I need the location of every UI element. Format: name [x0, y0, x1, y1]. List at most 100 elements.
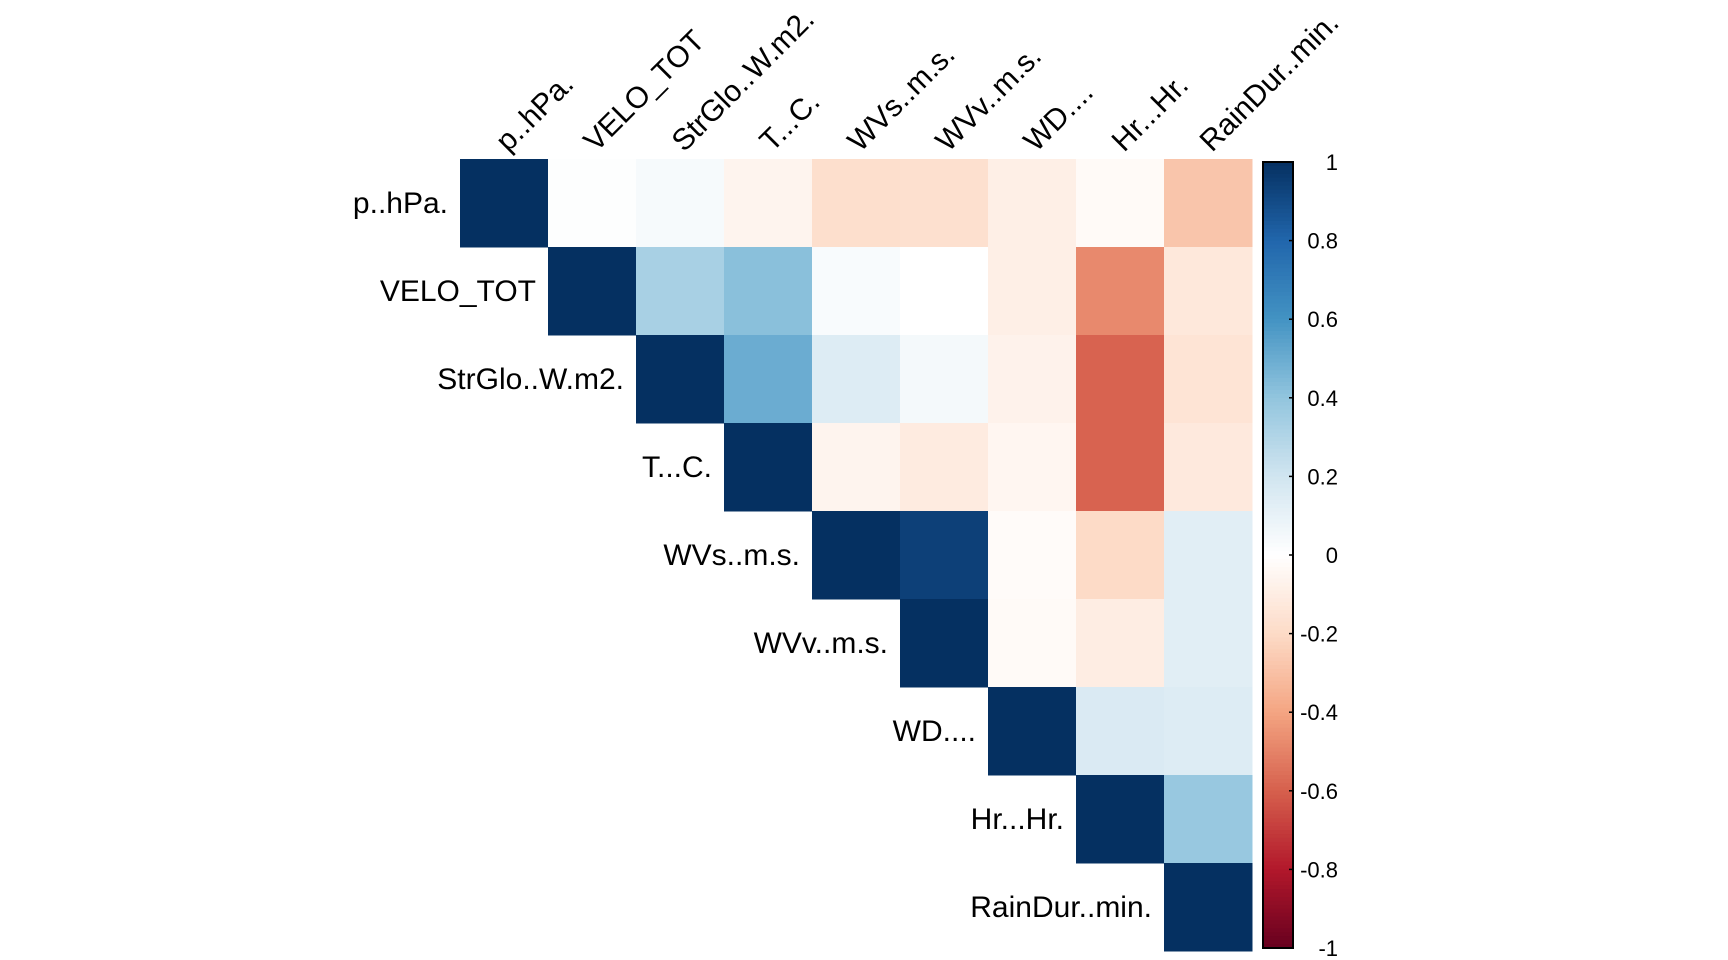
colorbar-band — [1263, 877, 1293, 882]
colorbar-band — [1263, 547, 1293, 552]
colorbar-band — [1263, 786, 1293, 792]
heatmap-cell-2-3 — [724, 335, 813, 424]
colorbar-band — [1263, 590, 1293, 595]
colorbar-band — [1263, 452, 1293, 458]
colorbar-band — [1263, 594, 1293, 599]
colorbar-band — [1263, 291, 1293, 297]
colorbar-band — [1263, 323, 1293, 328]
heatmap-cell-3-8 — [1164, 423, 1253, 512]
heatmap-cell-2-4 — [812, 335, 901, 424]
colorbar-band — [1263, 692, 1293, 698]
colorbar-band — [1263, 716, 1293, 721]
heatmap-cell-4-4 — [812, 511, 901, 600]
row-labels: p..hPa. VELO_TOT StrGlo..W.m2. T...C. WVs..m… — [353, 187, 1152, 924]
colorbar-band — [1263, 476, 1293, 481]
colorbar-band — [1263, 743, 1293, 749]
colorbar-band — [1263, 169, 1293, 175]
colorbar-band — [1263, 826, 1293, 831]
colorbar-band — [1263, 444, 1293, 450]
colorbar-tick-label: -0.2 — [1300, 622, 1338, 647]
colorbar-band — [1263, 672, 1293, 678]
heatmap-cell-3-7 — [1076, 423, 1165, 512]
heatmap-cell-7-8 — [1164, 775, 1253, 864]
colorbar-band — [1263, 201, 1293, 206]
colorbar-band — [1263, 606, 1293, 611]
colorbar-band — [1263, 460, 1293, 466]
colorbar-band — [1263, 578, 1293, 584]
colorbar-band — [1263, 676, 1293, 682]
heatmap-cell-1-2 — [636, 247, 725, 336]
heatmap-cell-3-6 — [988, 423, 1077, 512]
colorbar-band — [1263, 472, 1293, 477]
colorbar-band — [1263, 362, 1293, 367]
column-label-0: p..hPa. — [490, 67, 581, 158]
colorbar-band — [1263, 492, 1293, 497]
colorbar-band — [1263, 645, 1293, 650]
colorbar-band — [1263, 425, 1293, 430]
heatmap-cell-4-6 — [988, 511, 1077, 600]
colorbar-band — [1263, 704, 1293, 709]
colorbar-band — [1263, 586, 1293, 591]
colorbar-band — [1263, 503, 1293, 509]
colorbar-band — [1263, 881, 1293, 886]
colorbar-band — [1263, 723, 1293, 729]
heatmap-cell-0-5 — [900, 159, 989, 248]
colorbar-band — [1263, 480, 1293, 485]
colorbar-band — [1263, 602, 1293, 607]
heatmap-cell-0-3 — [724, 159, 813, 248]
colorbar-band — [1263, 260, 1293, 265]
row-label-0: p..hPa. — [353, 187, 448, 220]
colorbar-band — [1263, 794, 1293, 800]
colorbar-band — [1263, 708, 1293, 713]
colorbar-band — [1263, 810, 1293, 815]
colorbar-band — [1263, 763, 1293, 768]
colorbar-band — [1263, 928, 1293, 933]
colorbar-band — [1263, 920, 1293, 926]
colorbar-band — [1263, 649, 1293, 654]
colorbar-band — [1263, 417, 1293, 422]
heatmap-cell-0-7 — [1076, 159, 1165, 248]
colorbar-band — [1263, 861, 1293, 867]
heatmap-cell-7-7 — [1076, 775, 1165, 864]
colorbar-band — [1263, 661, 1293, 666]
colorbar-band — [1263, 904, 1293, 910]
colorbar-band — [1263, 653, 1293, 658]
colorbar-band — [1263, 779, 1293, 784]
heatmap-cell-2-7 — [1076, 335, 1165, 424]
colorbar-band — [1263, 767, 1293, 772]
colorbar-tick-label: 0.4 — [1307, 386, 1338, 411]
heatmap-cell-1-5 — [900, 247, 989, 336]
heatmap-cell-1-8 — [1164, 247, 1253, 336]
colorbar-tick-label: 0.2 — [1307, 464, 1338, 489]
colorbar-band — [1263, 338, 1293, 344]
colorbar-band — [1263, 409, 1293, 415]
colorbar-band — [1263, 617, 1293, 623]
colorbar-band — [1263, 598, 1293, 603]
colorbar-band — [1263, 865, 1293, 870]
colorbar-band — [1263, 232, 1293, 238]
heatmap-cell-2-6 — [988, 335, 1077, 424]
colorbar-band — [1263, 523, 1293, 529]
colorbar-band — [1263, 193, 1293, 198]
colorbar-band — [1263, 173, 1293, 179]
colorbar-band — [1263, 747, 1293, 753]
colorbar-band — [1263, 162, 1293, 167]
colorbar-band — [1263, 441, 1293, 446]
colorbar-band — [1263, 382, 1293, 387]
colorbar-band — [1263, 834, 1293, 839]
heatmap-cell-8-8 — [1164, 863, 1253, 952]
colorbar-band — [1263, 189, 1293, 195]
colorbar-band — [1263, 358, 1293, 364]
colorbar-band — [1263, 279, 1293, 285]
heatmap-cell-4-5 — [900, 511, 989, 600]
colorbar-band — [1263, 822, 1293, 827]
colorbar-band — [1263, 814, 1293, 819]
colorbar-band — [1263, 896, 1293, 902]
row-label-3: T...C. — [642, 451, 712, 484]
colorbar-band — [1263, 499, 1293, 505]
colorbar-band — [1263, 633, 1293, 639]
colorbar-band — [1263, 543, 1293, 548]
colorbar-band — [1263, 272, 1293, 277]
colorbar-band — [1263, 464, 1293, 470]
